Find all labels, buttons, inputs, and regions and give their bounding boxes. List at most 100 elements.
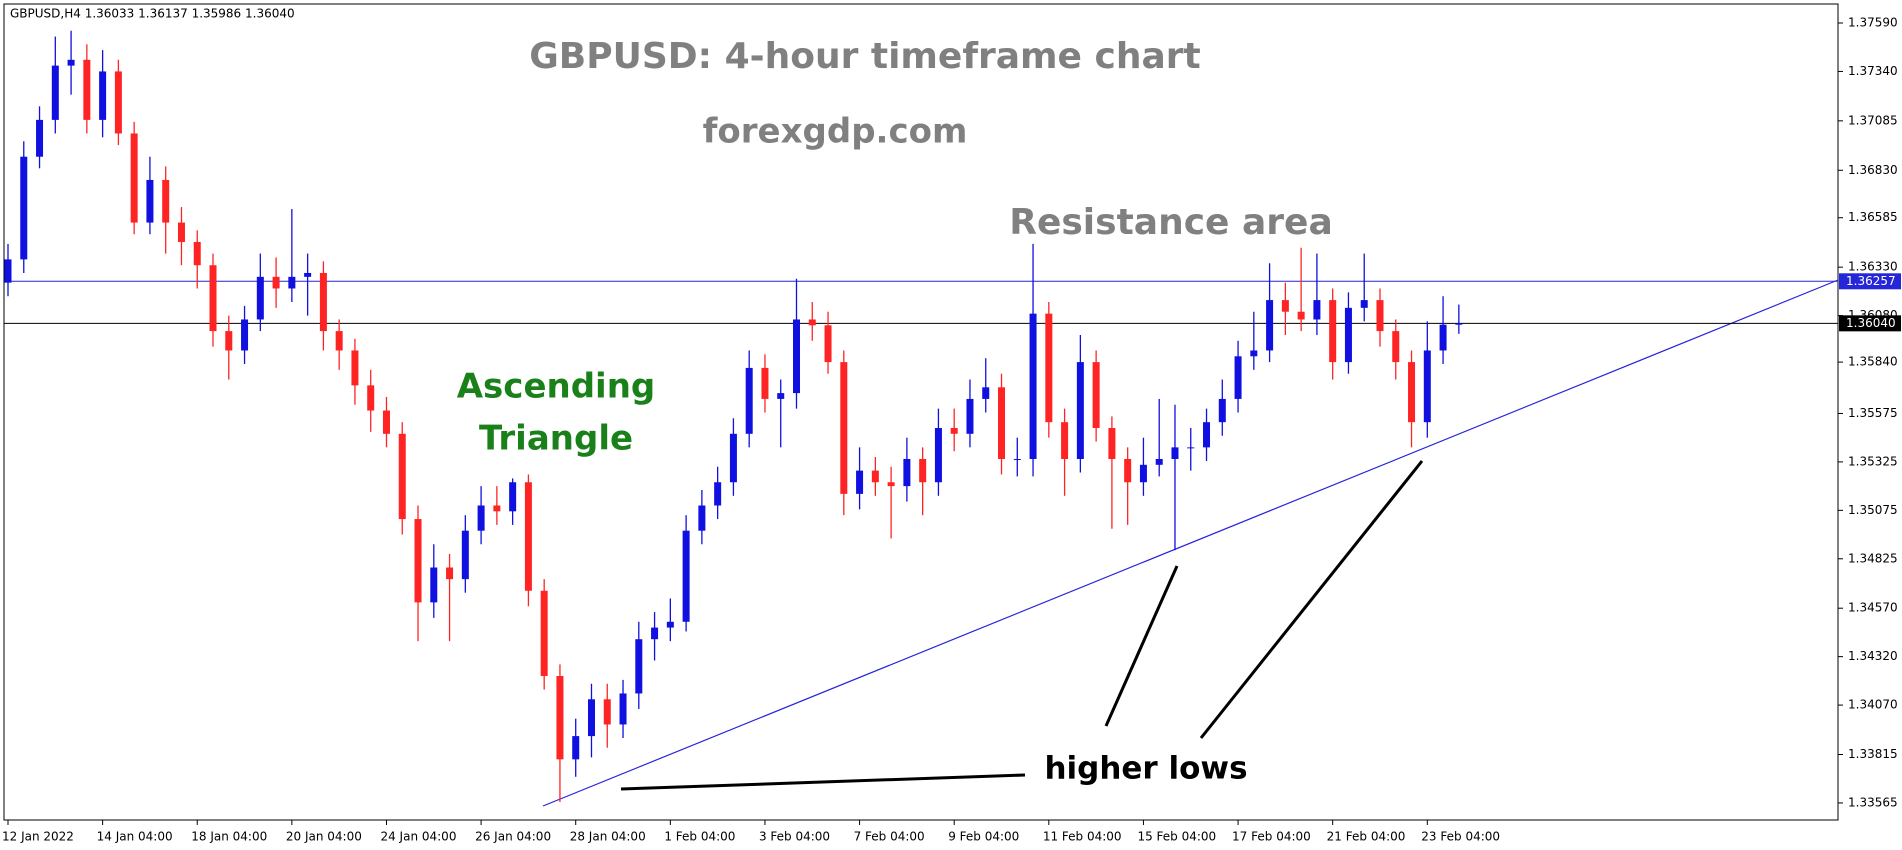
y-tick-label: 1.33565 <box>1848 795 1898 809</box>
candle-body <box>1329 300 1337 363</box>
candle-body <box>461 530 469 580</box>
pointer-line <box>1104 565 1179 727</box>
candle-body <box>524 482 532 591</box>
price-label: 1.36257 <box>1846 274 1896 288</box>
candle-body <box>666 621 674 628</box>
candle-body <box>335 331 343 351</box>
candle-body <box>903 458 911 487</box>
candle-body <box>36 119 44 157</box>
candle-body <box>1344 307 1352 363</box>
chart-title: GBPUSD: 4-hour timeframe chart <box>529 36 1200 77</box>
candle-body <box>99 71 107 120</box>
candle-body <box>1108 427 1116 459</box>
trendline <box>542 279 1839 807</box>
y-tick-label: 1.33815 <box>1848 747 1898 761</box>
header: GBPUSD,H4 1.36033 1.36137 1.35986 1.3604… <box>10 7 295 21</box>
candle-body <box>1218 398 1226 423</box>
candle-body <box>1092 362 1100 428</box>
x-tick-label: 17 Feb 04:00 <box>1232 830 1311 844</box>
candle-body <box>272 276 280 289</box>
candle-body <box>1076 362 1084 459</box>
candle-body <box>635 639 643 694</box>
plot-frame <box>3 3 1839 821</box>
candle-body <box>225 331 233 351</box>
candle-body <box>130 133 138 223</box>
candle-body <box>193 241 201 266</box>
candle-body <box>1376 300 1384 332</box>
candle-body <box>83 59 91 120</box>
candle-body <box>966 398 974 434</box>
candle-body <box>1139 464 1147 483</box>
price-label-box <box>1839 273 1901 290</box>
candle-body <box>761 367 769 399</box>
candle-body <box>351 350 359 386</box>
x-tick-label: 21 Feb 04:00 <box>1327 830 1406 844</box>
annotation: Triangle <box>479 419 633 459</box>
annotation: Resistance area <box>1009 202 1333 243</box>
candle-body <box>367 385 375 411</box>
x-tick-label: 23 Feb 04:00 <box>1421 830 1500 844</box>
y-tick-label: 1.36330 <box>1848 260 1898 274</box>
candle-body <box>714 482 722 506</box>
x-tick-label: 24 Jan 04:00 <box>380 830 456 844</box>
x-tick-label: 3 Feb 04:00 <box>759 830 830 844</box>
candle-body <box>1171 447 1179 459</box>
candle-body <box>256 276 264 320</box>
x-tick-label: 11 Feb 04:00 <box>1043 830 1122 844</box>
candle-body <box>1203 422 1211 448</box>
candle-body <box>871 470 879 483</box>
candle-body <box>682 530 690 622</box>
candle-body <box>1266 300 1274 351</box>
candle-body <box>777 393 785 399</box>
candle-body <box>1061 422 1069 459</box>
candle-body <box>887 482 895 487</box>
candle-body <box>1124 458 1132 483</box>
y-tick-label: 1.35325 <box>1848 454 1898 468</box>
candle-body <box>162 179 170 223</box>
y-tick-label: 1.37590 <box>1848 15 1898 29</box>
y-tick-label: 1.37340 <box>1848 64 1898 78</box>
candle-body <box>1297 311 1305 320</box>
candle-body <box>1029 313 1037 459</box>
candle-body <box>20 156 28 260</box>
price-label: 1.36040 <box>1846 316 1896 330</box>
y-tick-label: 1.35575 <box>1848 406 1898 420</box>
candle-body <box>1313 300 1321 320</box>
candle-body <box>556 676 564 760</box>
candle-body <box>651 627 659 640</box>
candle-body <box>982 387 990 399</box>
x-tick-label: 7 Feb 04:00 <box>854 830 925 844</box>
candle-body <box>304 272 312 277</box>
candle-body <box>808 319 816 326</box>
x-tick-label: 1 Feb 04:00 <box>664 830 735 844</box>
candle-body <box>477 505 485 531</box>
candle-body <box>572 736 580 760</box>
annotation: higher lows <box>1044 751 1247 787</box>
price-label-box <box>1839 315 1901 332</box>
candle-body <box>856 470 864 494</box>
candle-body <box>146 179 154 223</box>
candle-body <box>398 433 406 520</box>
candle-body <box>493 505 501 512</box>
candle-body <box>51 65 59 120</box>
candle-body <box>1423 350 1431 423</box>
y-tick-label: 1.34070 <box>1848 698 1898 712</box>
y-tick-label: 1.35840 <box>1848 355 1898 369</box>
candle-body <box>1187 447 1195 449</box>
candle-body <box>1234 356 1242 399</box>
candle-body <box>619 693 627 725</box>
candle-body <box>509 482 517 512</box>
candle-body <box>446 567 454 580</box>
candle-body <box>241 319 249 351</box>
x-tick-label: 15 Feb 04:00 <box>1137 830 1216 844</box>
candle-body <box>1013 458 1021 460</box>
candle-body <box>824 325 832 363</box>
candle-body <box>67 59 75 66</box>
y-tick-label: 1.34320 <box>1848 649 1898 663</box>
candle-body <box>4 259 12 283</box>
y-tick-label: 1.34825 <box>1848 551 1898 565</box>
candle-body <box>1250 350 1258 357</box>
x-tick-label: 26 Jan 04:00 <box>475 830 551 844</box>
candle-body <box>1439 324 1447 351</box>
